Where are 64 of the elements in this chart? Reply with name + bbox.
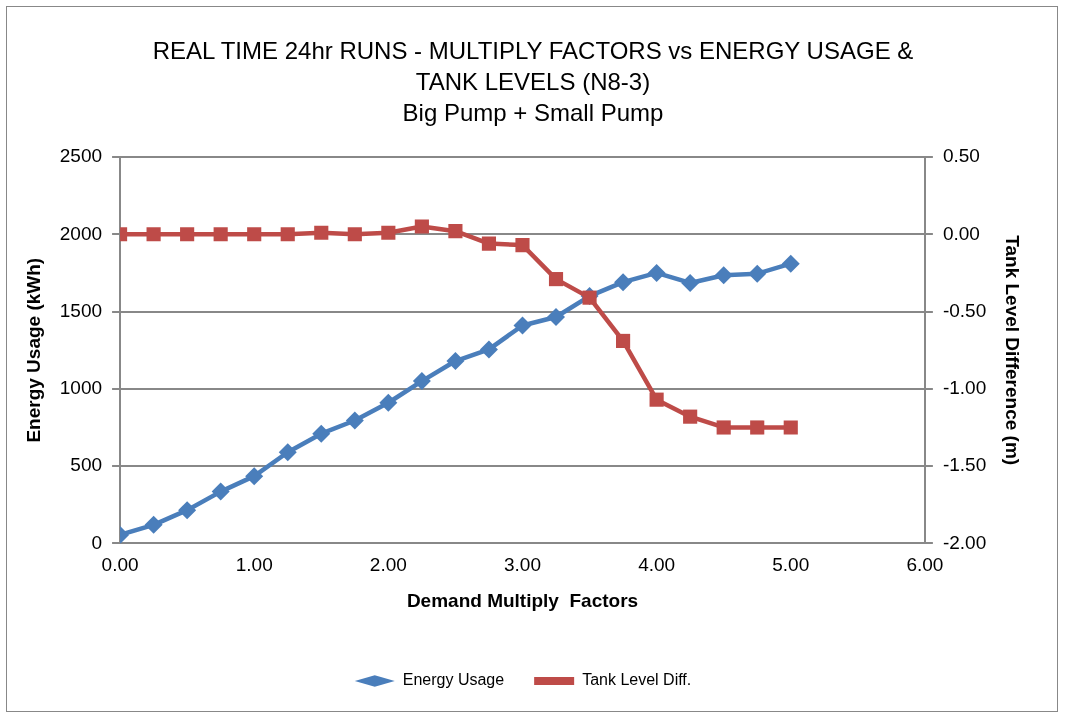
x-tick-label: 3.00 — [503, 554, 541, 576]
x-tick-label: 0.00 — [101, 554, 139, 576]
point — [616, 333, 631, 348]
point — [245, 467, 264, 486]
point — [681, 273, 700, 292]
y2-tick-label: -0.50 — [942, 299, 987, 321]
point — [345, 411, 364, 430]
x-tick-label: 1.00 — [235, 554, 273, 576]
point — [178, 501, 197, 520]
x-tick-label: 6.00 — [906, 554, 944, 576]
point — [683, 409, 698, 424]
y-tick-label: 500 — [70, 454, 103, 476]
point — [614, 273, 633, 292]
chart-subtitle: Big Pump + Small Pump — [401, 98, 665, 128]
point — [716, 420, 731, 435]
y-axis-title: Energy Usage (kWh) — [22, 257, 44, 443]
y2-tick-label: -2.00 — [942, 531, 987, 553]
point — [548, 272, 564, 287]
point — [748, 264, 767, 283]
x-tick-label: 2.00 — [369, 554, 407, 576]
y2-axis-title: Tank Level Difference (m) — [1002, 235, 1024, 466]
point — [481, 236, 497, 251]
x-tick-label: 5.00 — [772, 554, 810, 576]
point — [314, 225, 329, 240]
point — [379, 393, 398, 412]
point — [412, 372, 431, 391]
y2-tick-label: 0.50 — [942, 145, 980, 167]
point — [647, 263, 666, 282]
chart-title: REAL TIME 24hr RUNS - MULTIPLY FACTORS vs ENERGY USAGE & TANK LEVELS (N8-3) — [151, 36, 915, 97]
point — [649, 392, 664, 407]
point — [414, 219, 429, 234]
point — [750, 420, 765, 435]
point — [781, 254, 800, 273]
point — [278, 443, 297, 462]
y2-tick-label: -1.50 — [942, 454, 987, 476]
y2-tick-label: 0.00 — [942, 222, 980, 244]
point — [312, 424, 331, 443]
point — [448, 224, 463, 239]
y-tick-label: 2000 — [59, 222, 103, 244]
point — [547, 307, 566, 326]
point — [180, 227, 195, 242]
point — [513, 316, 532, 335]
point — [783, 420, 798, 435]
y-tick-label: 1000 — [59, 377, 103, 399]
y2-tick-label: -1.00 — [942, 377, 987, 399]
y-tick-label: 1500 — [59, 299, 103, 321]
point — [213, 227, 228, 242]
y-tick-label: 0 — [91, 531, 103, 553]
x-tick-label: 4.00 — [638, 554, 676, 576]
point — [211, 482, 230, 501]
point — [381, 225, 396, 240]
point — [446, 352, 465, 371]
point — [714, 266, 733, 285]
point — [515, 238, 530, 253]
point — [146, 227, 161, 242]
legend-label: Energy Usage — [402, 671, 505, 689]
point — [144, 515, 163, 534]
point — [347, 227, 362, 242]
legend-label: Tank Level Diff. — [582, 671, 692, 689]
point — [280, 227, 295, 242]
x-axis-title: Demand Multiply Factors — [406, 589, 639, 611]
point — [247, 227, 262, 242]
point — [479, 340, 498, 359]
y-tick-label: 2500 — [59, 145, 103, 167]
